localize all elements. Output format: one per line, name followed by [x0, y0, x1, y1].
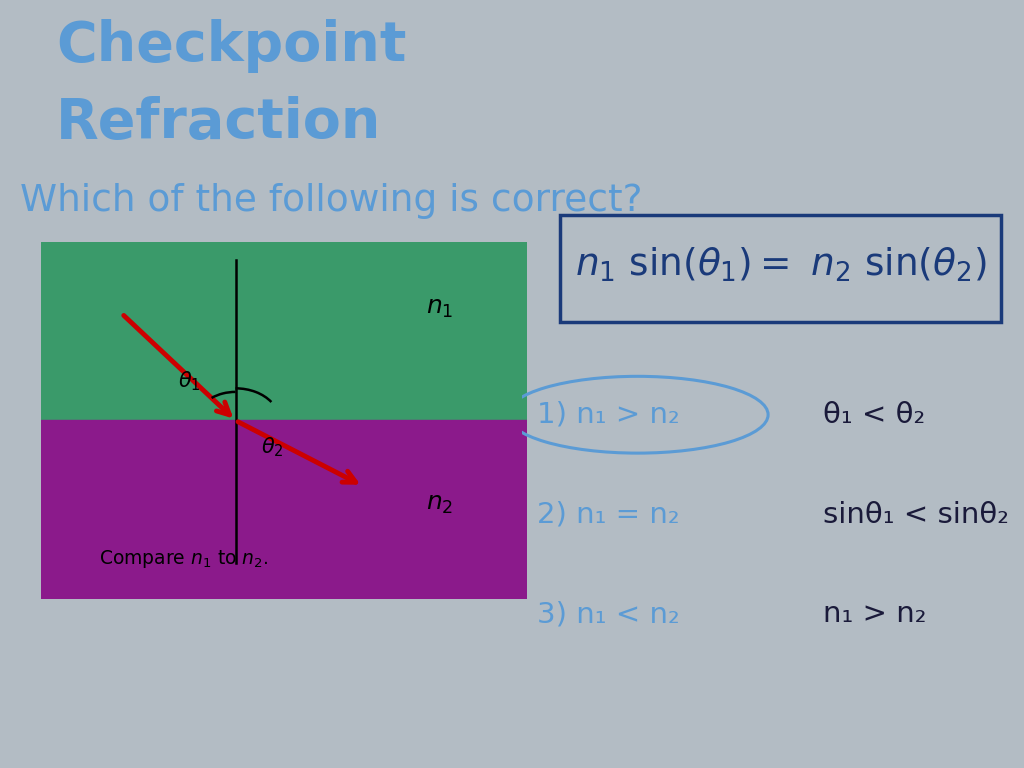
Text: n₁ > n₂: n₁ > n₂	[823, 601, 927, 628]
Text: θ₁ < θ₂: θ₁ < θ₂	[823, 401, 926, 429]
Text: sinθ₁ < sinθ₂: sinθ₁ < sinθ₂	[823, 501, 1010, 528]
FancyBboxPatch shape	[560, 214, 1001, 322]
Text: $n_2$: $n_2$	[426, 492, 454, 516]
Text: $n_1$: $n_1$	[426, 296, 454, 319]
Text: 2) n₁ = n₂: 2) n₁ = n₂	[538, 501, 680, 528]
Bar	[41, 421, 527, 599]
Text: Refraction: Refraction	[56, 96, 382, 150]
Text: 3) n₁ < n₂: 3) n₁ < n₂	[538, 601, 680, 628]
Text: $\theta_1$: $\theta_1$	[178, 369, 201, 393]
Bar	[41, 242, 527, 421]
Text: Compare $n_1$ to $n_2$.: Compare $n_1$ to $n_2$.	[99, 548, 269, 571]
Text: Which of the following is correct?: Which of the following is correct?	[20, 183, 643, 219]
Text: $\theta_2$: $\theta_2$	[261, 435, 284, 459]
Text: 1) n₁ > n₂: 1) n₁ > n₂	[538, 401, 680, 429]
Text: $n_1\ \mathrm{sin}(\theta_1)=\ n_2\ \mathrm{sin}(\theta_2)$: $n_1\ \mathrm{sin}(\theta_1)=\ n_2\ \mat…	[574, 245, 987, 283]
Text: Checkpoint: Checkpoint	[56, 19, 407, 73]
